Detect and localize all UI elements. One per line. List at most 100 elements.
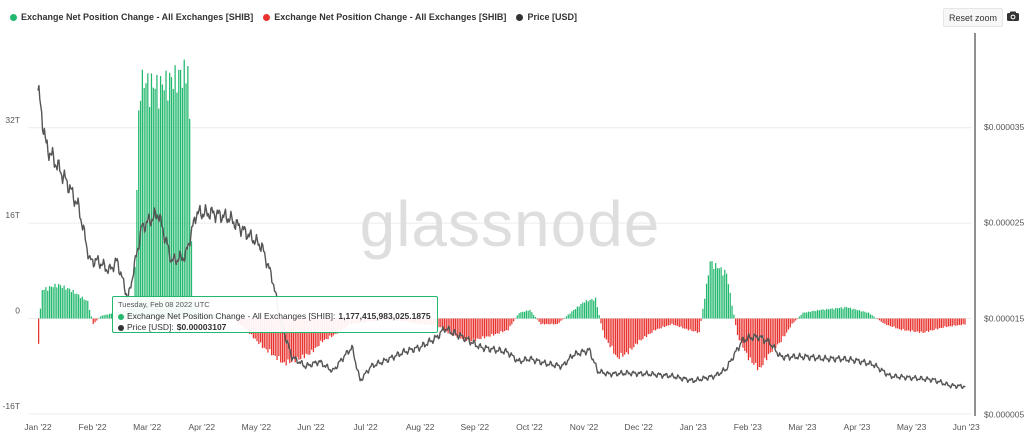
bar bbox=[176, 92, 178, 319]
bar bbox=[809, 311, 811, 319]
bar bbox=[296, 318, 298, 358]
bar bbox=[924, 318, 926, 333]
bar bbox=[716, 268, 719, 319]
bar bbox=[645, 318, 648, 338]
bar bbox=[494, 318, 497, 334]
bar bbox=[689, 318, 691, 330]
bar bbox=[811, 311, 813, 319]
right-axis-ticks: $0.000035 $0.000025 $0.000015 $0.000005 bbox=[984, 122, 1024, 419]
bar bbox=[855, 309, 857, 319]
bar bbox=[682, 318, 684, 329]
bar bbox=[835, 307, 837, 319]
bar bbox=[50, 286, 52, 319]
legend-item-price[interactable]: Price [USD] bbox=[516, 9, 577, 25]
bar bbox=[906, 318, 908, 331]
bar bbox=[169, 72, 171, 319]
bar bbox=[705, 283, 708, 319]
bar bbox=[574, 309, 577, 319]
bar bbox=[522, 311, 524, 319]
bar bbox=[92, 318, 94, 325]
bar bbox=[469, 318, 471, 342]
bar bbox=[267, 318, 269, 353]
bar bbox=[796, 318, 799, 319]
bar bbox=[840, 307, 842, 319]
bar bbox=[904, 318, 906, 331]
bar bbox=[138, 110, 140, 319]
bar bbox=[491, 318, 493, 334]
bar bbox=[300, 318, 302, 360]
bar bbox=[724, 269, 726, 319]
price-line bbox=[37, 84, 966, 390]
bar bbox=[634, 318, 637, 344]
x-tick-label: May '23 bbox=[897, 422, 927, 432]
legend-item-net-position-positive[interactable]: Exchange Net Position Change - All Excha… bbox=[10, 9, 253, 25]
bar bbox=[802, 312, 804, 319]
bar bbox=[880, 318, 882, 322]
bar bbox=[554, 318, 557, 325]
bar bbox=[915, 318, 917, 332]
bar bbox=[98, 318, 100, 319]
bar bbox=[766, 318, 768, 361]
bar bbox=[702, 308, 704, 319]
bar bbox=[292, 318, 295, 359]
legend-item-net-position-negative[interactable]: Exchange Net Position Change - All Excha… bbox=[263, 9, 506, 25]
x-tick-label: Jan '22 bbox=[24, 422, 51, 432]
bar bbox=[804, 312, 806, 319]
bar bbox=[549, 318, 551, 325]
bar bbox=[96, 318, 98, 321]
x-tick-label: Apr '22 bbox=[188, 422, 215, 432]
bar bbox=[485, 318, 487, 337]
bar bbox=[59, 285, 62, 319]
bar bbox=[39, 308, 42, 319]
bar bbox=[902, 318, 904, 329]
bar bbox=[298, 318, 300, 360]
bar bbox=[187, 66, 189, 319]
bar bbox=[922, 318, 924, 334]
bar bbox=[183, 59, 185, 319]
reset-zoom-button[interactable]: Reset zoom bbox=[943, 8, 1003, 27]
bar bbox=[143, 88, 145, 319]
bar bbox=[56, 287, 58, 319]
bar bbox=[545, 318, 548, 325]
camera-icon[interactable] bbox=[1006, 9, 1020, 23]
tooltip-price-label: Price [USD]: bbox=[127, 322, 174, 332]
bar bbox=[67, 288, 69, 319]
bar bbox=[614, 318, 617, 355]
bar bbox=[471, 318, 473, 342]
bar bbox=[489, 318, 491, 337]
bar bbox=[99, 316, 102, 319]
bar bbox=[65, 289, 67, 319]
bar bbox=[443, 318, 446, 331]
bar bbox=[869, 314, 871, 319]
bar bbox=[625, 318, 628, 353]
bar bbox=[263, 318, 265, 348]
bar bbox=[88, 309, 91, 319]
legend-dot-icon bbox=[263, 13, 271, 21]
bar bbox=[52, 287, 54, 319]
bar bbox=[960, 318, 962, 326]
bar bbox=[707, 275, 710, 319]
bar-series bbox=[38, 59, 966, 371]
bar bbox=[287, 318, 289, 360]
bar bbox=[653, 318, 655, 331]
bar bbox=[762, 318, 764, 366]
x-tick-label: Oct '22 bbox=[516, 422, 543, 432]
bar bbox=[540, 318, 542, 325]
bar bbox=[753, 318, 755, 365]
bar bbox=[640, 318, 642, 341]
bar bbox=[529, 309, 531, 319]
bar bbox=[156, 74, 158, 319]
bar bbox=[824, 310, 826, 319]
bar bbox=[573, 309, 575, 319]
bar bbox=[911, 318, 913, 331]
bar bbox=[647, 318, 649, 335]
bar bbox=[798, 316, 801, 319]
bar bbox=[110, 313, 113, 319]
bar bbox=[776, 318, 779, 345]
bar bbox=[454, 318, 457, 336]
bar bbox=[806, 312, 808, 319]
bar bbox=[591, 299, 593, 319]
bar bbox=[878, 318, 881, 321]
bar bbox=[822, 309, 824, 319]
